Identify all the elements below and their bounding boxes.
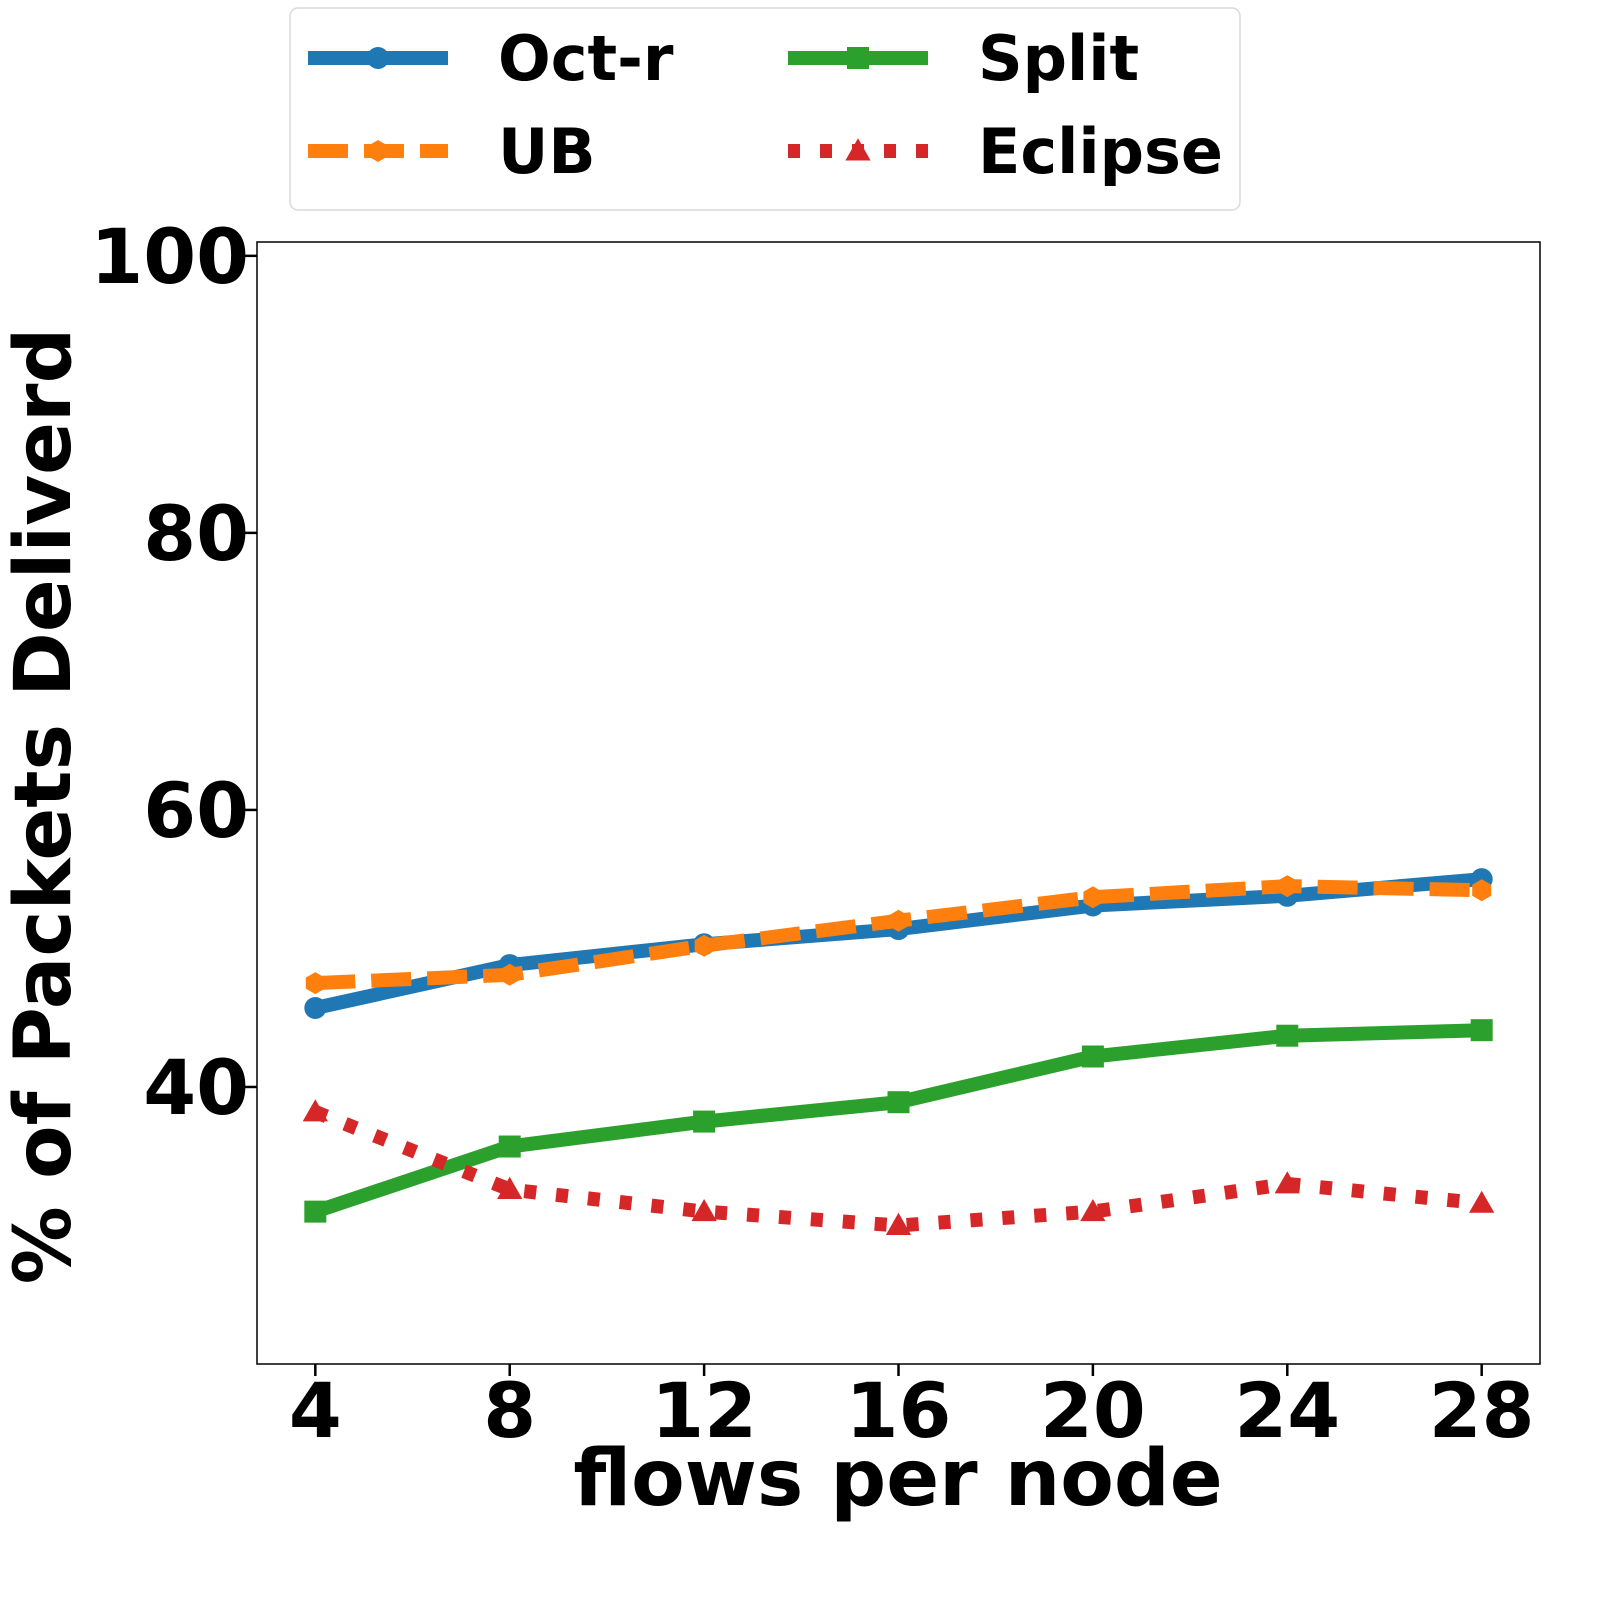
- point-split: [304, 1200, 327, 1223]
- legend-frame: [289, 7, 1241, 211]
- point-split: [1081, 1045, 1104, 1068]
- legend-marker-split: [847, 47, 869, 69]
- plot-area-frame: [256, 241, 1541, 1365]
- legend-marker-eclipse: [845, 138, 871, 161]
- legend-marker-ub: [368, 140, 388, 162]
- y-tick-label: 80: [143, 489, 249, 578]
- legend-entry-oct-r: Oct-r: [308, 22, 674, 95]
- series-ub: [305, 875, 1492, 995]
- series-split: [304, 1019, 1493, 1223]
- legend-marker-oct-r: [367, 47, 389, 69]
- point-oct-r: [304, 997, 327, 1020]
- x-tick-label: 4: [289, 1366, 342, 1455]
- point-ub: [500, 963, 520, 986]
- legend-entry-split: Split: [788, 22, 1139, 95]
- y-tick-label: 100: [90, 212, 249, 301]
- legend-label-eclipse: Eclipse: [978, 115, 1223, 188]
- series-layer: [302, 868, 1495, 1235]
- x-tick-label: 24: [1234, 1366, 1340, 1455]
- series-line-eclipse: [312, 1105, 1483, 1233]
- point-eclipse: [885, 1212, 912, 1235]
- point-eclipse: [1469, 1190, 1495, 1213]
- series-line-oct-r: [313, 872, 1483, 1015]
- point-split: [498, 1135, 521, 1158]
- series-eclipse: [302, 1099, 1495, 1235]
- point-ub: [1277, 875, 1297, 898]
- x-axis-label: flows per node: [573, 1434, 1222, 1524]
- point-split: [1276, 1024, 1299, 1047]
- point-ub: [305, 972, 325, 995]
- legend-entry-eclipse: Eclipse: [788, 115, 1223, 188]
- y-axis-label: % of Packets Deliverd: [0, 328, 89, 1285]
- point-eclipse: [497, 1176, 523, 1199]
- y-axis: 40 60 80 100: [90, 212, 257, 1132]
- x-tick-label: 12: [651, 1366, 757, 1455]
- y-tick-label: 40: [143, 1043, 249, 1132]
- y-tick-label: 60: [143, 766, 249, 855]
- series-oct-r: [304, 868, 1493, 1020]
- point-eclipse: [691, 1199, 717, 1222]
- x-tick-label: 28: [1429, 1366, 1535, 1455]
- x-tick-label: 20: [1040, 1366, 1146, 1455]
- legend: Oct-r UB Split Eclipse: [289, 7, 1241, 211]
- point-eclipse: [1274, 1171, 1300, 1194]
- legend-label-split: Split: [978, 22, 1139, 95]
- legend-label-oct-r: Oct-r: [498, 22, 674, 95]
- point-split: [1470, 1019, 1493, 1042]
- point-eclipse: [302, 1099, 328, 1122]
- x-axis: 4 8 12 16 20 24 28: [289, 1364, 1535, 1455]
- x-tick-label: 16: [846, 1366, 952, 1455]
- point-ub: [889, 909, 908, 932]
- legend-entry-ub: UB: [308, 115, 596, 188]
- point-ub: [694, 934, 714, 957]
- legend-label-ub: UB: [498, 115, 596, 188]
- point-eclipse: [1080, 1199, 1106, 1222]
- point-split: [693, 1110, 716, 1133]
- x-tick-label: 8: [483, 1366, 536, 1455]
- point-split: [887, 1091, 910, 1114]
- point-ub: [1472, 879, 1492, 902]
- point-ub: [1083, 886, 1103, 909]
- series-line-split: [313, 1023, 1482, 1219]
